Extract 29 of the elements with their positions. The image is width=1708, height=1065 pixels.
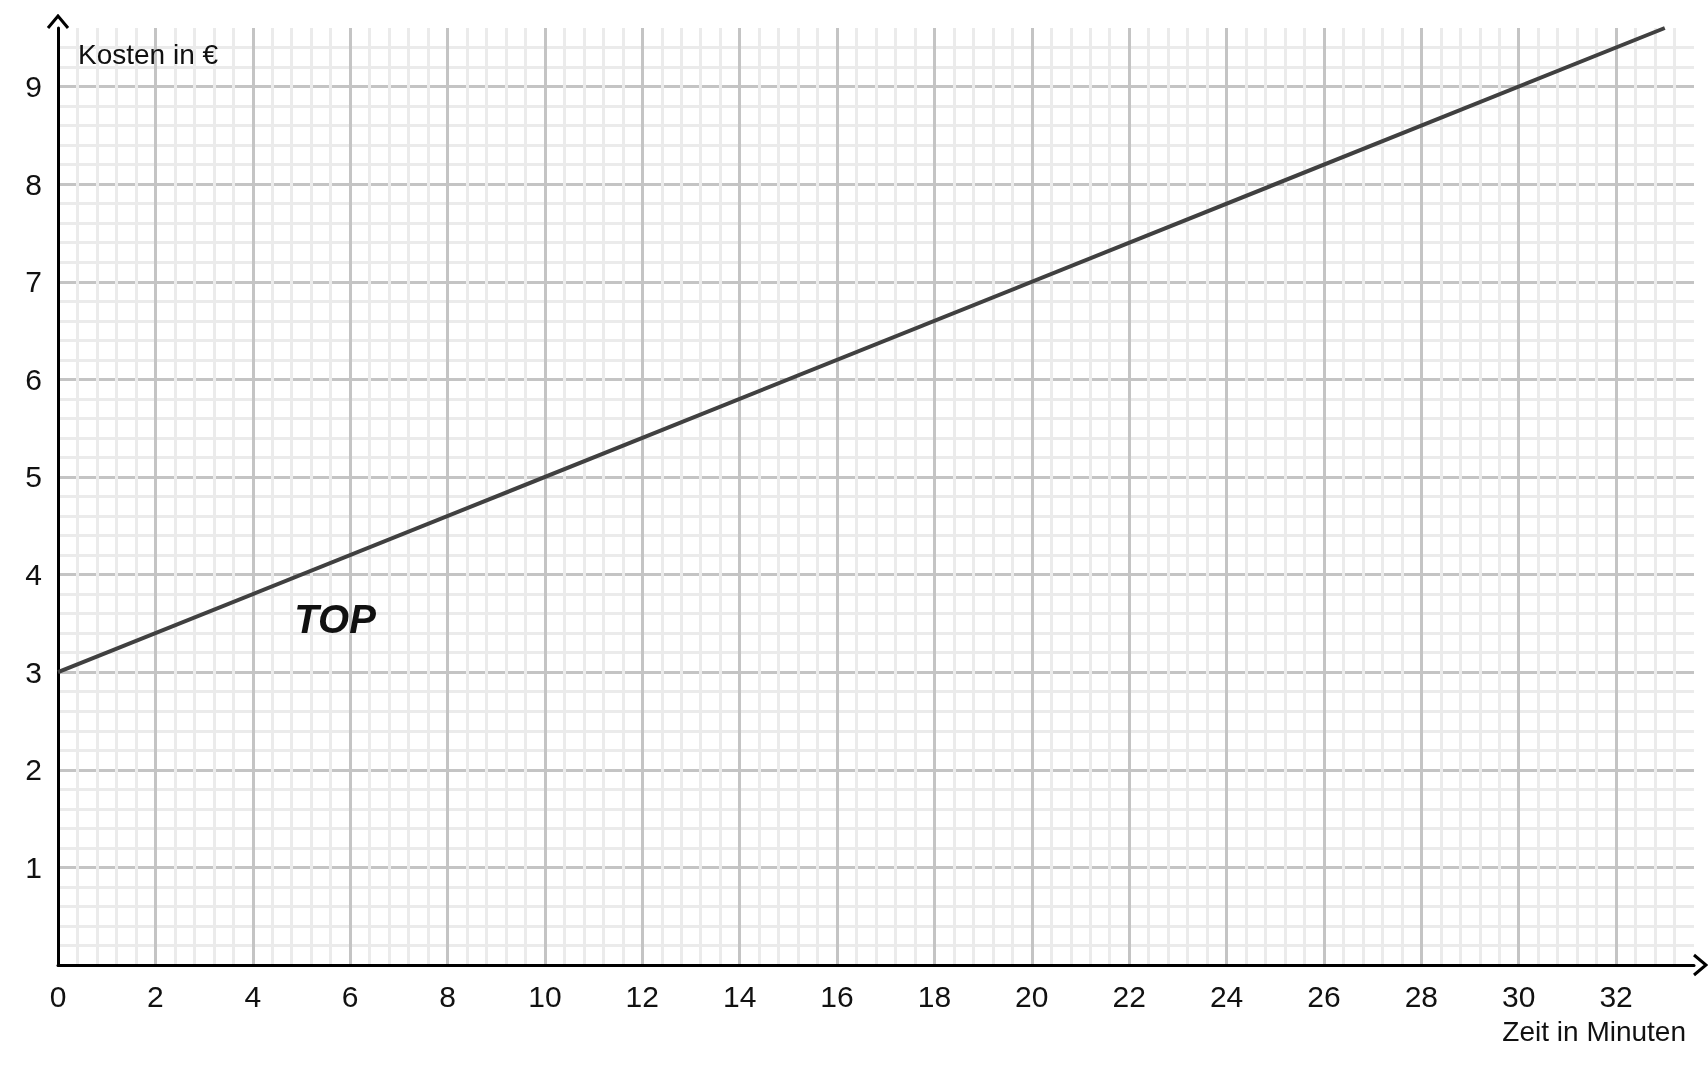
x-tick-label: 32 xyxy=(1599,979,1633,1013)
x-tick-label: 26 xyxy=(1307,979,1341,1013)
y-tick-label: 8 xyxy=(25,167,42,201)
x-tick-label: 20 xyxy=(1015,979,1049,1013)
x-tick-label: 2 xyxy=(147,979,164,1013)
series-label: TOP xyxy=(294,597,377,642)
y-tick-label: 1 xyxy=(25,850,42,884)
x-tick-label: 30 xyxy=(1502,979,1536,1013)
x-tick-label: 0 xyxy=(49,979,67,1013)
y-axis-title: Kosten in € xyxy=(78,38,219,70)
x-tick-label: 8 xyxy=(439,979,456,1013)
y-tick-label: 2 xyxy=(25,753,42,787)
y-tick-label: 9 xyxy=(25,70,42,104)
y-tick-label: 3 xyxy=(25,655,42,689)
x-tick-label: 12 xyxy=(625,979,659,1013)
x-tick-label: 6 xyxy=(341,979,359,1013)
x-tick-label: 14 xyxy=(722,979,757,1013)
x-tick-label: 22 xyxy=(1112,979,1146,1013)
y-tick-label: 5 xyxy=(25,460,42,494)
y-tick-label: 7 xyxy=(25,265,42,299)
x-tick-label: 18 xyxy=(917,979,952,1013)
y-tick-label: 4 xyxy=(25,558,42,592)
x-tick-label: 10 xyxy=(528,979,562,1013)
x-axis-title: Zeit in Minuten xyxy=(1502,1015,1686,1047)
x-tick-label: 24 xyxy=(1209,979,1244,1013)
x-tick-label: 4 xyxy=(244,979,262,1013)
y-tick-label: 6 xyxy=(25,362,42,396)
x-tick-label: 28 xyxy=(1404,979,1439,1013)
x-tick-label: 16 xyxy=(820,979,854,1013)
